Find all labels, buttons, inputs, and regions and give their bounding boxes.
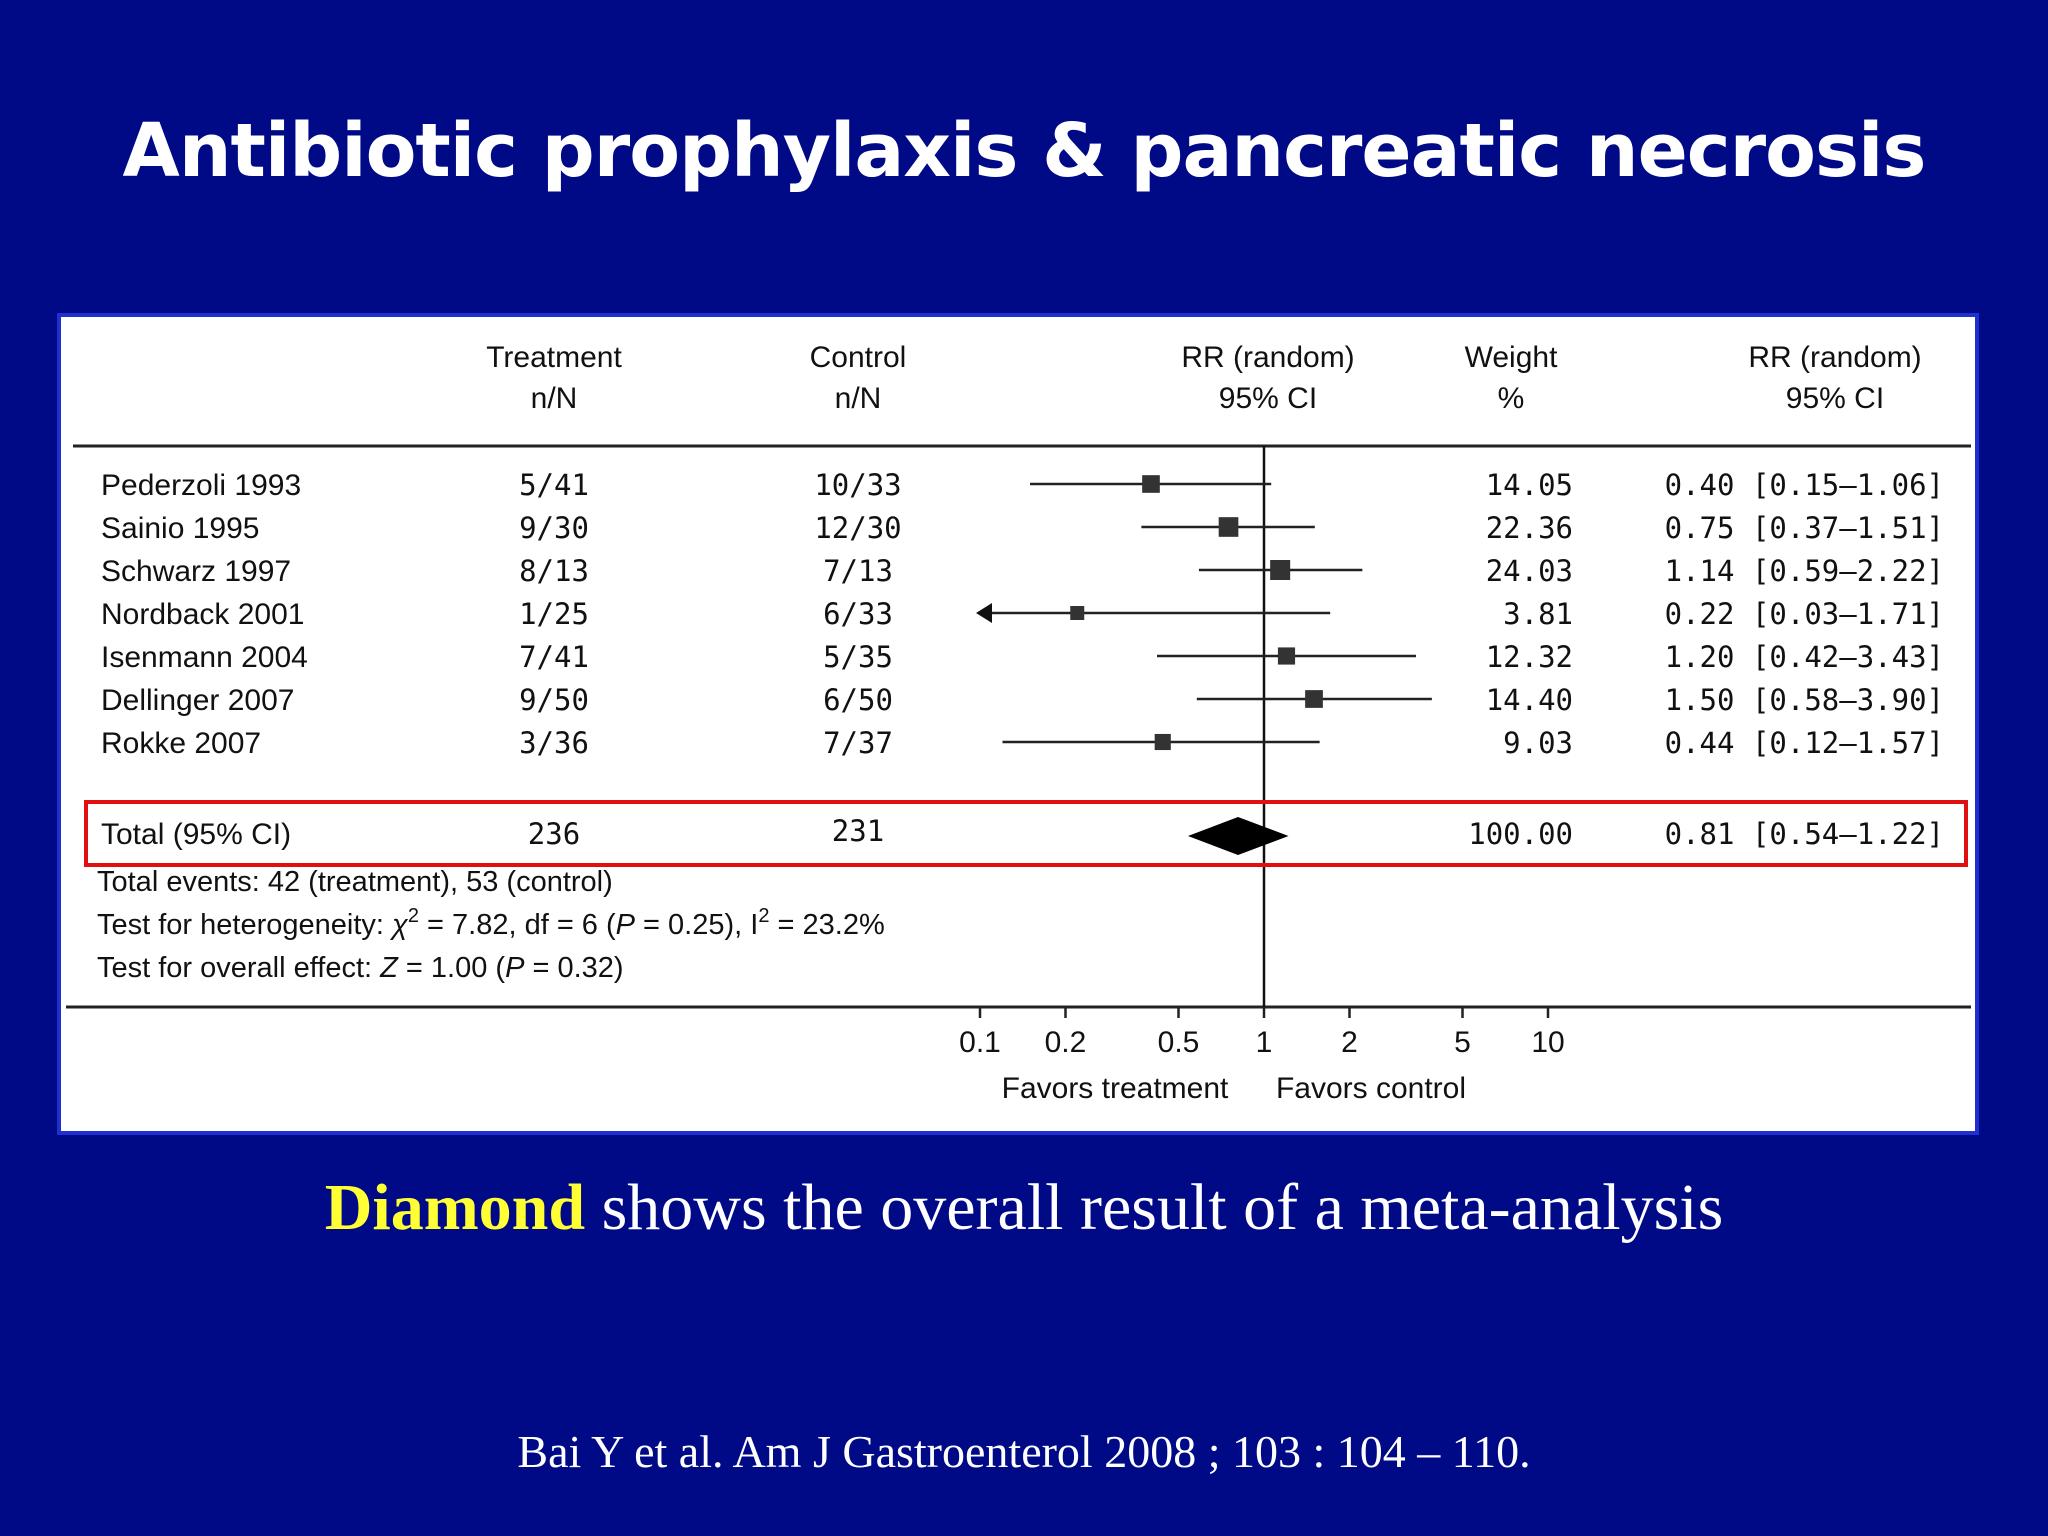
- axis-tick-label: 1: [1256, 1026, 1273, 1059]
- study-weight: 9.03: [1503, 726, 1573, 760]
- study-name: Dellinger 2007: [101, 684, 294, 717]
- header-treatment: Treatment: [486, 341, 622, 374]
- study-row: Sainio 1995 9/30 12/30 22.36 0.75 [0.37–1.51…: [101, 511, 1944, 545]
- study-row: Dellinger 2007 9/50 6/50 14.40 1.50 [0.58–3.…: [101, 683, 1944, 717]
- header-plot: RR (random): [1181, 341, 1354, 374]
- study-name: Rokke 2007: [101, 727, 261, 760]
- footer-events: Total events: 42 (treatment), 53 (contro…: [97, 866, 613, 898]
- point-estimate: [1277, 647, 1296, 665]
- total-control: 231: [832, 814, 884, 848]
- study-control: 6/33: [823, 597, 893, 631]
- study-control: 7/13: [823, 554, 893, 588]
- header-plot-sub: 95% CI: [1219, 382, 1317, 415]
- forest-plot: Treatment n/N Control n/N RR (random) 95…: [66, 341, 1971, 1105]
- study-name: Pederzoli 1993: [101, 469, 301, 502]
- footer-overall-effect: Test for overall effect: Z = 1.00 (P = 0…: [97, 952, 624, 984]
- study-treatment: 3/36: [519, 726, 589, 760]
- study-control: 7/37: [823, 726, 893, 760]
- total-diamond: [1187, 817, 1289, 855]
- total-row: Total (95% CI) 236 231 100.00 0.81 [0.54…: [101, 814, 1944, 855]
- header-treatment-sub: n/N: [531, 382, 578, 415]
- axis-tick-label: 10: [1531, 1026, 1564, 1059]
- header-control-sub: n/N: [835, 382, 882, 415]
- header-control: Control: [810, 341, 907, 374]
- study-control: 5/35: [823, 640, 893, 674]
- study-row: Rokke 2007 3/36 7/37 9.03 0.44 [0.12–1.57]: [101, 726, 1944, 760]
- point-estimate: [1305, 690, 1323, 708]
- caption-highlight: Diamond: [324, 1171, 586, 1244]
- study-ci-text: 0.44 [0.12–1.57]: [1665, 726, 1944, 760]
- caption-text: shows the overall result of a meta-analy…: [585, 1171, 1724, 1244]
- study-weight: 12.32: [1486, 640, 1573, 674]
- study-weight: 14.05: [1486, 468, 1573, 502]
- point-estimate: [1070, 606, 1085, 620]
- study-name: Sainio 1995: [101, 512, 259, 545]
- study-row: Schwarz 1997 8/13 7/13 24.03 1.14 [0.59–2.22…: [101, 554, 1944, 588]
- footer-heterogeneity: Test for heterogeneity: χ2 = 7.82, df = …: [97, 905, 885, 941]
- study-ci-text: 1.50 [0.58–3.90]: [1665, 683, 1944, 717]
- axis-tick-label: 0.2: [1045, 1026, 1087, 1059]
- study-name: Isenmann 2004: [101, 641, 308, 674]
- axis-tick-label: 0.5: [1158, 1026, 1200, 1059]
- study-name: Schwarz 1997: [101, 555, 291, 588]
- study-ci-text: 1.14 [0.59–2.22]: [1665, 554, 1944, 588]
- study-treatment: 9/50: [519, 683, 589, 717]
- favors-control-label: Favors control: [1276, 1072, 1466, 1105]
- total-ci-text: 0.81 [0.54–1.22]: [1665, 817, 1944, 851]
- header-rr-sub: 95% CI: [1786, 382, 1884, 415]
- study-weight: 24.03: [1486, 554, 1573, 588]
- total-label: Total (95% CI): [101, 818, 291, 851]
- study-name: Nordback 2001: [101, 598, 304, 631]
- slide-title: Antibiotic prophylaxis & pancreatic necr…: [122, 108, 1927, 194]
- axis-tick-label: 2: [1341, 1026, 1358, 1059]
- point-estimate: [1154, 733, 1171, 751]
- header-weight-sub: %: [1498, 382, 1525, 415]
- study-row: Pederzoli 1993 5/41 10/33 14.05 0.40 [0.15–1…: [101, 468, 1944, 502]
- study-ci-text: 1.20 [0.42–3.43]: [1665, 640, 1944, 674]
- point-estimate: [1218, 517, 1239, 537]
- study-weight: 3.81: [1503, 597, 1573, 631]
- axis-tick-label: 5: [1454, 1026, 1471, 1059]
- slide-caption: Diamond shows the overall result of a me…: [0, 1170, 2048, 1246]
- study-control: 10/33: [814, 468, 901, 502]
- study-treatment: 5/41: [519, 468, 589, 502]
- favors-treatment-label: Favors treatment: [1002, 1072, 1229, 1105]
- study-treatment: 9/30: [519, 511, 589, 545]
- axis-tick-label: 0.1: [959, 1026, 1001, 1059]
- study-ci-text: 0.22 [0.03–1.71]: [1665, 597, 1944, 631]
- ci-arrow: [976, 603, 992, 623]
- forest-plot-panel: Treatment n/N Control n/N RR (random) 95…: [57, 313, 1979, 1135]
- header-weight: Weight: [1465, 341, 1558, 374]
- header-rr: RR (random): [1748, 341, 1921, 374]
- study-control: 6/50: [823, 683, 893, 717]
- total-treatment: 236: [528, 817, 580, 851]
- study-ci-text: 0.75 [0.37–1.51]: [1665, 511, 1944, 545]
- study-weight: 14.40: [1486, 683, 1573, 717]
- study-treatment: 8/13: [519, 554, 589, 588]
- citation: Bai Y et al. Am J Gastroenterol 2008 ; 1…: [517, 1426, 1531, 1477]
- study-treatment: 7/41: [519, 640, 589, 674]
- point-estimate: [1142, 475, 1160, 493]
- point-estimate: [1270, 560, 1291, 580]
- total-highlight-box: [84, 800, 1968, 867]
- study-ci-text: 0.40 [0.15–1.06]: [1665, 468, 1944, 502]
- study-row: Nordback 2001 1/25 6/33 3.81 0.22 [0.03–1.71…: [101, 597, 1944, 631]
- total-weight: 100.00: [1468, 817, 1573, 851]
- study-treatment: 1/25: [519, 597, 589, 631]
- study-weight: 22.36: [1486, 511, 1573, 545]
- study-row: Isenmann 2004 7/41 5/35 12.32 1.20 [0.42–3.4…: [101, 640, 1944, 674]
- study-control: 12/30: [814, 511, 901, 545]
